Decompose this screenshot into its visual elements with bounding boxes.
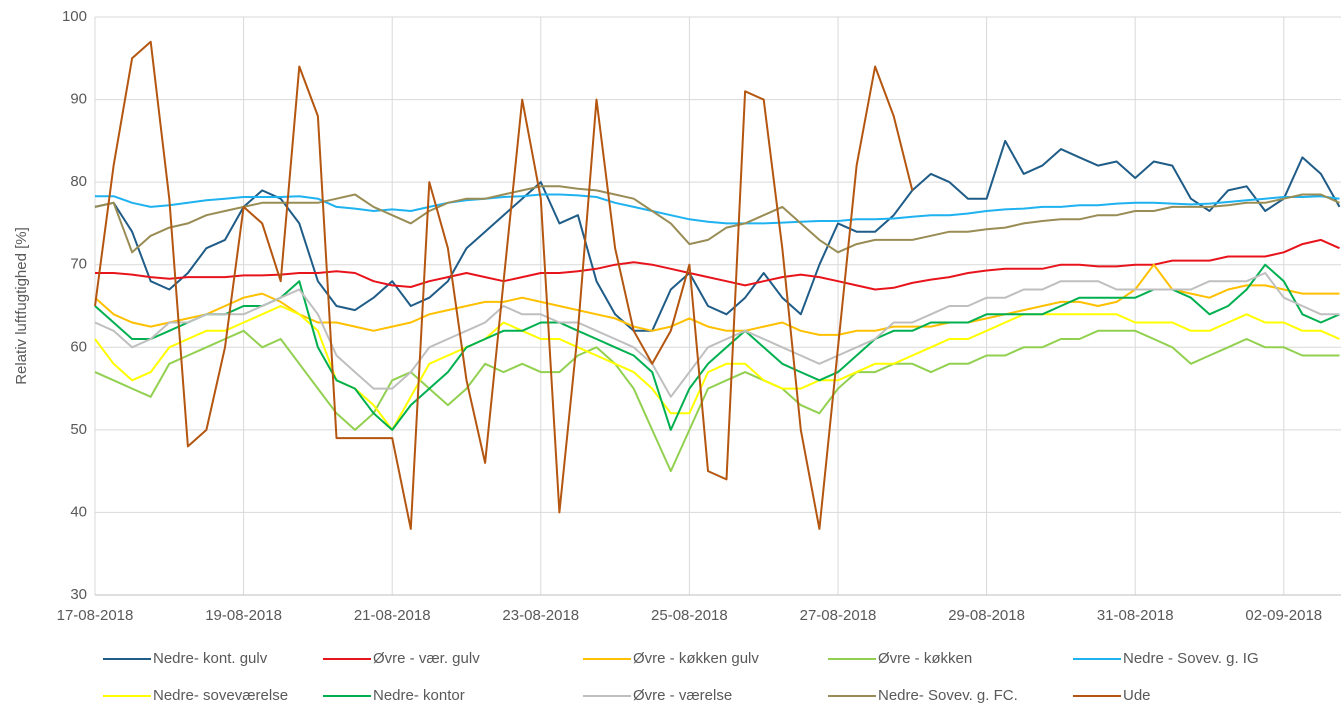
legend-label: Nedre - Sovev. g. IG xyxy=(1123,650,1259,667)
legend-label: Nedre- soveværelse xyxy=(153,687,288,704)
legend-label: Ude xyxy=(1123,687,1151,704)
y-tick-label: 60 xyxy=(70,338,87,355)
y-axis-label: Relativ luftfugtighed [%] xyxy=(13,227,30,385)
legend-label: Nedre- Sovev. g. FC. xyxy=(878,687,1018,704)
series-line xyxy=(94,329,1340,473)
legend-label: Øvre - vær. gulv xyxy=(373,650,480,667)
series-line xyxy=(94,139,1341,332)
y-tick-label: 80 xyxy=(70,173,87,190)
legend-label: Nedre- kontor xyxy=(373,687,465,704)
series-line xyxy=(94,272,1340,398)
legend-label: Øvre - værelse xyxy=(633,687,732,704)
legend-label: Øvre - køkken gulv xyxy=(633,650,759,667)
legend-label: Nedre- kont. gulv xyxy=(153,650,268,667)
series-line xyxy=(94,40,914,530)
y-tick-label: 30 xyxy=(70,586,87,603)
x-tick-label: 02-09-2018 xyxy=(1245,607,1322,624)
x-tick-label: 29-08-2018 xyxy=(948,607,1025,624)
series-line xyxy=(95,193,1340,225)
series-line xyxy=(94,263,1340,336)
x-tick-label: 17-08-2018 xyxy=(57,607,134,624)
y-tick-label: 100 xyxy=(62,8,87,25)
y-tick-label: 90 xyxy=(70,91,87,108)
x-tick-label: 27-08-2018 xyxy=(800,607,877,624)
legend-label: Øvre - køkken xyxy=(878,650,972,667)
x-tick-label: 19-08-2018 xyxy=(205,607,282,624)
x-tick-label: 31-08-2018 xyxy=(1097,607,1174,624)
series-line xyxy=(94,305,1340,431)
series-line xyxy=(94,185,1340,254)
x-tick-label: 25-08-2018 xyxy=(651,607,728,624)
x-tick-label: 21-08-2018 xyxy=(354,607,431,624)
y-tick-label: 40 xyxy=(70,503,87,520)
series-line xyxy=(95,238,1340,291)
y-tick-label: 70 xyxy=(70,256,87,273)
x-tick-label: 23-08-2018 xyxy=(502,607,579,624)
y-tick-label: 50 xyxy=(70,421,87,438)
